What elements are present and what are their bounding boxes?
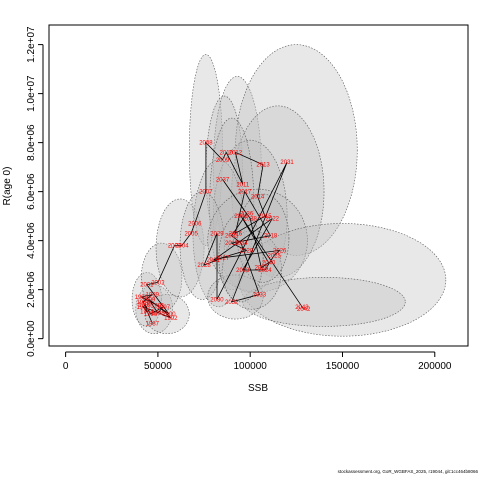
year-point-label: 2020 <box>240 248 254 254</box>
trajectory-path <box>140 141 305 324</box>
trajectory-line <box>140 141 305 324</box>
year-point-label: 2034 <box>234 241 248 247</box>
year-point-label: 2010 <box>220 150 234 156</box>
year-point-label: 2019 <box>225 241 239 247</box>
year-point-label: 1988 <box>136 300 150 306</box>
y-tick-label: 1.0e+07 <box>26 75 37 112</box>
year-point-label: 2005 <box>184 231 198 237</box>
year-point-label: 1998 <box>151 311 165 317</box>
x-tick-label: 50000 <box>144 361 172 372</box>
year-point-label: 2016 <box>229 231 243 237</box>
confidence-ellipse <box>179 191 225 300</box>
year-point-label: 2039 <box>255 266 269 272</box>
x-axis: 0 50000 100000 150000 200000 <box>63 351 452 372</box>
year-point-label: 2027 <box>216 256 230 262</box>
y-tick-label: 4.0e+06 <box>26 222 37 259</box>
year-point-label: 1992 <box>164 316 178 322</box>
year-point-label: 2032 <box>225 300 239 306</box>
year-point-label: 2018 <box>264 234 278 240</box>
year-point-label: 1987 <box>146 321 160 327</box>
y-tick-label: 8.0e+06 <box>26 124 37 161</box>
confidence-ellipses <box>131 44 447 337</box>
y-tick-label: 6.0e+06 <box>26 173 37 210</box>
year-point-label: 1997 <box>157 305 171 311</box>
confidence-ellipse <box>209 117 255 290</box>
year-point-label: 2008 <box>199 141 213 147</box>
year-point-label: 2030 <box>210 297 224 303</box>
year-point-label: 1993 <box>136 305 150 311</box>
year-point-label: 2042 <box>297 307 311 313</box>
confidence-ellipse <box>212 139 288 293</box>
year-point-label: 2022 <box>266 217 280 223</box>
year-point-label: 2001 <box>140 283 154 289</box>
y-tick-label: 1.2e+07 <box>26 26 37 63</box>
year-point-label: 2023 <box>236 268 250 274</box>
year-point-label: 2017 <box>238 190 252 196</box>
year-point-label: 2036 <box>240 212 254 218</box>
y-axis: 0.0e+00 2.0e+06 4.0e+06 6.0e+06 8.0e+06 1.0e+… <box>26 26 44 357</box>
y-tick-label: 2.0e+06 <box>26 271 37 308</box>
year-point-label: 1995 <box>138 302 152 308</box>
year-point-label: 2000 <box>162 312 176 318</box>
year-point-label: 1989 <box>146 293 160 299</box>
x-axis-label: SSB <box>248 383 268 394</box>
x-tick-label: 200000 <box>418 361 452 372</box>
year-point-label: 2040 <box>262 261 276 267</box>
year-point-label: 2043 <box>295 305 309 311</box>
confidence-ellipse <box>231 105 325 278</box>
year-point-label: 2012 <box>229 150 243 156</box>
year-point-label: 2028 <box>197 263 211 269</box>
year-point-label: 2033 <box>253 293 267 299</box>
year-point-label: 2031 <box>280 160 294 166</box>
year-point-label: 2003 <box>168 244 182 250</box>
year-point-label: 1994 <box>140 310 154 316</box>
confidence-ellipse <box>235 44 358 256</box>
year-point-label: 2015 <box>258 214 272 220</box>
year-point-label: 2029 <box>210 231 224 237</box>
plot-frame <box>48 24 469 347</box>
year-point-label: 2009 <box>216 158 230 164</box>
year-point-label: 2013 <box>256 163 270 169</box>
confidence-ellipse <box>212 76 262 259</box>
year-point-label: 2038 <box>244 217 258 223</box>
year-point-label: 1990 <box>135 295 149 301</box>
year-point-label: 1996 <box>144 312 158 318</box>
year-point-label: 1999 <box>142 297 156 303</box>
x-tick-label: 100000 <box>234 361 268 372</box>
year-point-label: 2011 <box>236 182 250 188</box>
year-point-label: 2021 <box>207 258 221 264</box>
y-axis-label: R(age 0) <box>2 167 13 206</box>
year-point-label: 2026 <box>273 248 287 254</box>
y-tick-label: 0.0e+00 <box>26 320 37 357</box>
year-point-label: 2035 <box>225 234 239 240</box>
confidence-ellipse <box>238 223 447 337</box>
year-point-label: 2037 <box>216 177 230 183</box>
confidence-ellipse <box>207 274 264 320</box>
confidence-ellipse <box>236 193 290 283</box>
confidence-ellipse <box>218 213 264 303</box>
year-point-label: 2004 <box>175 244 189 250</box>
footer-text: stockassessment.org, GoR_WGBFAS_2025, r1… <box>337 469 478 474</box>
year-point-label: 2007 <box>199 190 213 196</box>
confidence-ellipse <box>155 198 205 298</box>
year-point-label: 2002 <box>151 280 165 286</box>
year-point-label: 2006 <box>188 221 202 227</box>
year-point-label: 1991 <box>151 304 165 310</box>
year-point-label: 2024 <box>258 268 272 274</box>
x-tick-label: 150000 <box>326 361 360 372</box>
year-point-label: 2025 <box>268 253 282 259</box>
year-point-label: 2041 <box>234 214 248 220</box>
year-point-label: 2014 <box>251 195 265 201</box>
x-tick-label: 0 <box>63 361 69 372</box>
